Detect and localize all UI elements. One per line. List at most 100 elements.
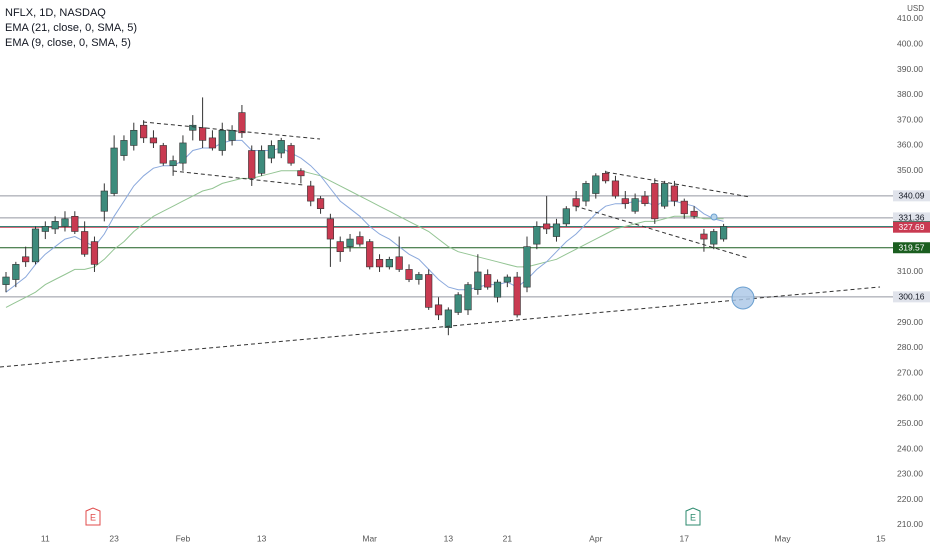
- candle-body: [680, 200, 688, 215]
- x-tick-label: 11: [41, 533, 50, 543]
- candle-body: [513, 276, 521, 316]
- candle-body: [641, 195, 649, 204]
- candle-body: [297, 170, 305, 177]
- highlight-dot: [710, 213, 718, 221]
- candle-body: [592, 175, 600, 194]
- y-tick-label: 260.00: [897, 393, 923, 403]
- candle-body: [208, 137, 217, 149]
- candle-body: [287, 145, 295, 164]
- candle-body: [346, 238, 354, 247]
- candle-body: [543, 223, 551, 230]
- currency: USD: [907, 4, 924, 13]
- candle-body: [356, 236, 364, 245]
- candle-body: [100, 190, 108, 212]
- candle-body: [51, 221, 59, 230]
- legend-entry: EMA (9, close, 0, SMA, 5): [5, 37, 131, 49]
- y-tick-label: 290.00: [897, 317, 923, 327]
- candle-body: [582, 183, 590, 202]
- x-tick-label: 21: [503, 533, 513, 543]
- candle-body: [189, 124, 197, 131]
- candle-body: [425, 274, 433, 308]
- candle-body: [169, 160, 177, 167]
- y-tick-label: 210.00: [897, 519, 923, 529]
- ema-line: [5, 170, 724, 308]
- ema-line: [5, 139, 724, 293]
- earnings-marker[interactable]: E: [685, 507, 701, 526]
- candle-body: [572, 198, 580, 207]
- x-tick-label: 13: [257, 533, 267, 543]
- candle-body: [326, 218, 334, 240]
- candle-body: [700, 233, 708, 240]
- plot: [0, 18, 893, 526]
- candle-body: [199, 127, 207, 141]
- x-tick-label: 23: [109, 533, 119, 543]
- candle-body: [22, 256, 30, 263]
- price-label: 319.57: [899, 242, 925, 252]
- candle-body: [248, 150, 256, 179]
- candle-body: [503, 276, 511, 283]
- price-label: 300.16: [899, 292, 925, 302]
- candle-body: [316, 198, 325, 210]
- candle-body: [719, 226, 728, 240]
- candle-body: [562, 208, 570, 225]
- candle-body: [140, 124, 148, 139]
- trendline: [574, 205, 749, 259]
- highlight-circle: [731, 286, 755, 310]
- trendline: [172, 170, 304, 186]
- earnings-icon: [685, 507, 701, 526]
- candle-body: [41, 226, 49, 232]
- y-tick-label: 310.00: [897, 266, 923, 276]
- candle-body: [415, 274, 423, 280]
- candle-body: [621, 198, 629, 204]
- candle-body: [651, 183, 659, 220]
- candle-body: [484, 274, 492, 288]
- price-label-box: [893, 291, 930, 303]
- y-tick-label: 390.00: [897, 64, 923, 74]
- y-tick-label: 400.00: [897, 39, 923, 49]
- candle-body: [110, 147, 118, 194]
- candle-body: [267, 145, 276, 159]
- price-label: 331.36: [899, 213, 925, 223]
- y-tick-label: 350.00: [897, 165, 923, 175]
- candle-body: [61, 218, 69, 227]
- price-label-box: [893, 212, 930, 224]
- y-tick-label: 220.00: [897, 494, 923, 504]
- candle-body: [631, 198, 639, 212]
- legend-entry: NFLX, 1D, NASDAQ: [5, 7, 106, 19]
- candle-body: [405, 269, 413, 280]
- price-label-box: [893, 242, 930, 254]
- price-label-box: [893, 190, 930, 202]
- candle-body: [12, 264, 20, 280]
- candle-body: [661, 183, 669, 207]
- x-tick-label: Apr: [589, 533, 602, 543]
- price-label: 327.69: [899, 222, 925, 232]
- drawings: [0, 121, 881, 368]
- earnings-label: E: [690, 512, 696, 522]
- earnings-marker[interactable]: E: [85, 507, 101, 526]
- candle-body: [81, 231, 89, 255]
- candle-body: [179, 142, 187, 164]
- candle-body: [277, 140, 285, 154]
- candle-body: [130, 129, 138, 146]
- candle-body: [533, 226, 541, 245]
- x-tick-label: Feb: [176, 533, 191, 543]
- candle-body: [307, 185, 315, 202]
- candle-body: [238, 112, 246, 134]
- candle-body: [474, 271, 482, 290]
- candle-body: [611, 180, 620, 197]
- candle-body: [454, 294, 462, 313]
- x-tick-label: May: [775, 533, 792, 543]
- candle-body: [31, 228, 40, 263]
- candle-body: [444, 309, 452, 328]
- candle-body: [159, 145, 167, 164]
- trendline: [142, 121, 321, 140]
- y-tick-label: 280.00: [897, 342, 923, 352]
- y-tick-label: 270.00: [897, 367, 923, 377]
- candle-body: [71, 216, 79, 232]
- candle-body: [385, 259, 393, 268]
- candle-body: [552, 223, 561, 237]
- candle-body: [434, 304, 443, 316]
- y-tick-label: 250.00: [897, 418, 923, 428]
- earnings-label: E: [90, 512, 96, 522]
